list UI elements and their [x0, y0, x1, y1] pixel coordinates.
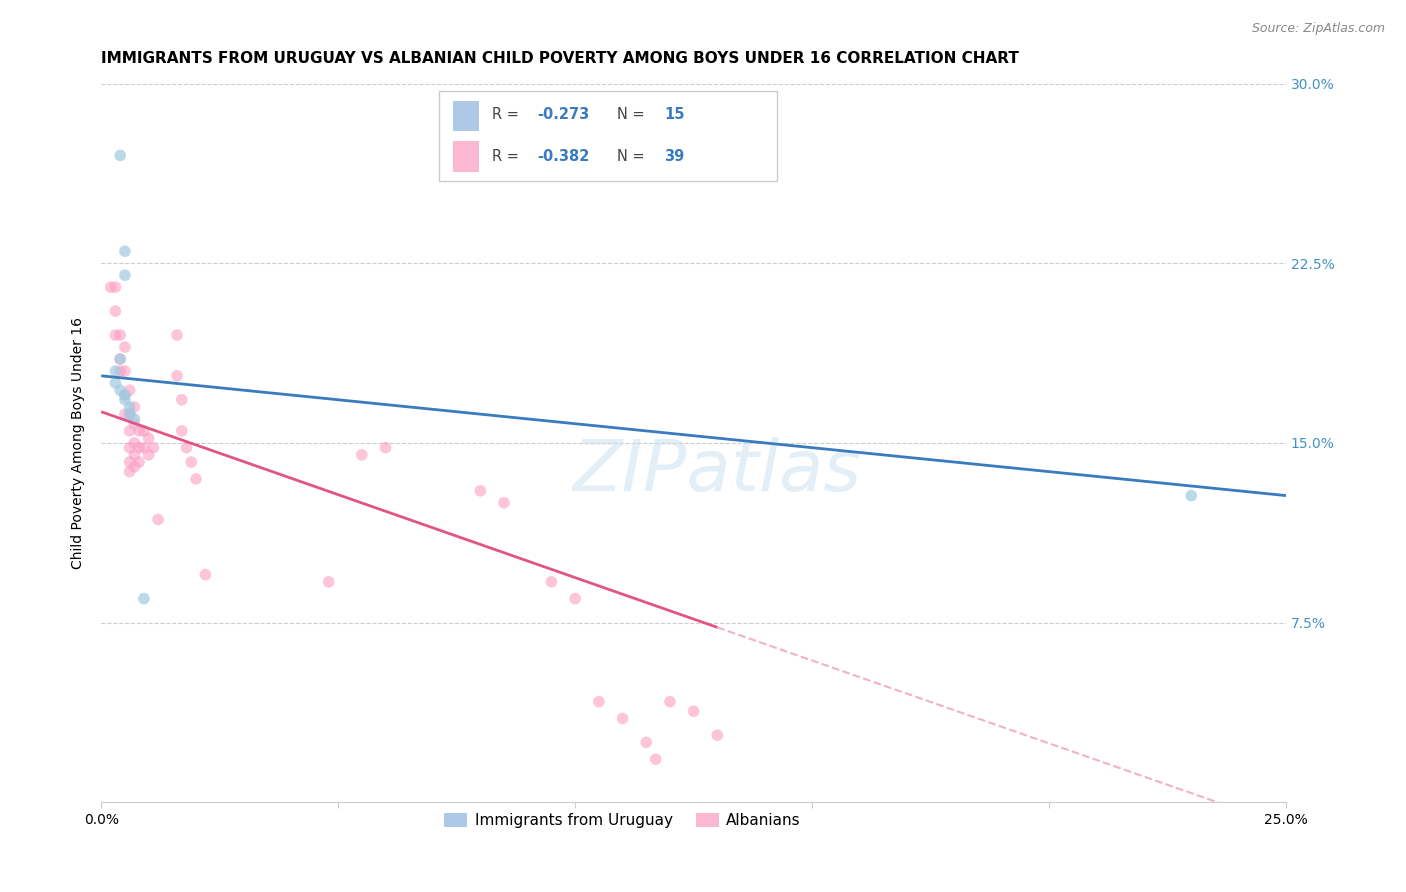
Point: [118, 424, 141, 438]
Point: [108, 148, 131, 162]
Text: N =: N =: [617, 149, 648, 164]
Point: [132, 424, 155, 438]
Point: [658, 695, 681, 709]
Point: [492, 496, 515, 510]
Point: [706, 728, 728, 742]
Point: [108, 352, 131, 367]
Point: [118, 465, 141, 479]
Point: [124, 417, 146, 431]
Point: [108, 352, 131, 367]
Point: [128, 455, 150, 469]
Bar: [453, 101, 479, 131]
Point: [166, 368, 188, 383]
Point: [118, 383, 141, 397]
Text: R =: R =: [492, 149, 523, 164]
Point: [104, 376, 127, 390]
Point: [118, 441, 141, 455]
Point: [564, 591, 586, 606]
Bar: [439, 91, 776, 180]
Point: [374, 441, 396, 455]
Point: [118, 407, 141, 421]
Point: [170, 424, 193, 438]
Point: [138, 431, 160, 445]
Point: [124, 448, 146, 462]
Point: [166, 328, 188, 343]
Point: [114, 364, 136, 378]
Point: [636, 735, 658, 749]
Point: [588, 695, 610, 709]
Text: N =: N =: [617, 107, 648, 122]
Point: [128, 441, 150, 455]
Point: [142, 441, 165, 455]
Point: [350, 448, 373, 462]
Text: IMMIGRANTS FROM URUGUAY VS ALBANIAN CHILD POVERTY AMONG BOYS UNDER 16 CORRELATIO: IMMIGRANTS FROM URUGUAY VS ALBANIAN CHIL…: [101, 51, 1019, 66]
Point: [114, 407, 136, 421]
Point: [114, 388, 136, 402]
Point: [108, 364, 131, 378]
Point: [124, 459, 146, 474]
Text: -0.382: -0.382: [537, 149, 589, 164]
Point: [104, 364, 127, 378]
Point: [132, 441, 155, 455]
Point: [114, 244, 136, 259]
Text: R =: R =: [492, 107, 523, 122]
Point: [104, 280, 127, 294]
Point: [124, 412, 146, 426]
Point: [114, 340, 136, 354]
Text: 15: 15: [664, 107, 685, 122]
Point: [138, 448, 160, 462]
Point: [1180, 489, 1202, 503]
Y-axis label: Child Poverty Among Boys Under 16: Child Poverty Among Boys Under 16: [72, 317, 86, 569]
Point: [180, 455, 202, 469]
Legend: Immigrants from Uruguay, Albanians: Immigrants from Uruguay, Albanians: [439, 807, 807, 834]
Point: [470, 483, 492, 498]
Point: [612, 711, 634, 725]
Point: [114, 392, 136, 407]
Point: [146, 512, 169, 526]
Point: [118, 455, 141, 469]
Bar: [453, 141, 479, 171]
Point: [170, 392, 193, 407]
Text: -0.273: -0.273: [537, 107, 589, 122]
Point: [682, 704, 704, 718]
Point: [128, 424, 150, 438]
Point: [318, 574, 340, 589]
Text: Source: ZipAtlas.com: Source: ZipAtlas.com: [1251, 22, 1385, 36]
Point: [100, 280, 122, 294]
Point: [118, 400, 141, 414]
Point: [104, 328, 127, 343]
Point: [540, 574, 562, 589]
Point: [108, 383, 131, 397]
Text: 39: 39: [664, 149, 685, 164]
Point: [124, 436, 146, 450]
Point: [104, 304, 127, 318]
Point: [114, 268, 136, 282]
Point: [176, 441, 198, 455]
Point: [114, 388, 136, 402]
Point: [184, 472, 207, 486]
Point: [108, 328, 131, 343]
Point: [118, 407, 141, 421]
Point: [644, 752, 666, 766]
Text: ZIPatlas: ZIPatlas: [572, 437, 862, 506]
Point: [124, 400, 146, 414]
Point: [194, 567, 217, 582]
Point: [132, 591, 155, 606]
